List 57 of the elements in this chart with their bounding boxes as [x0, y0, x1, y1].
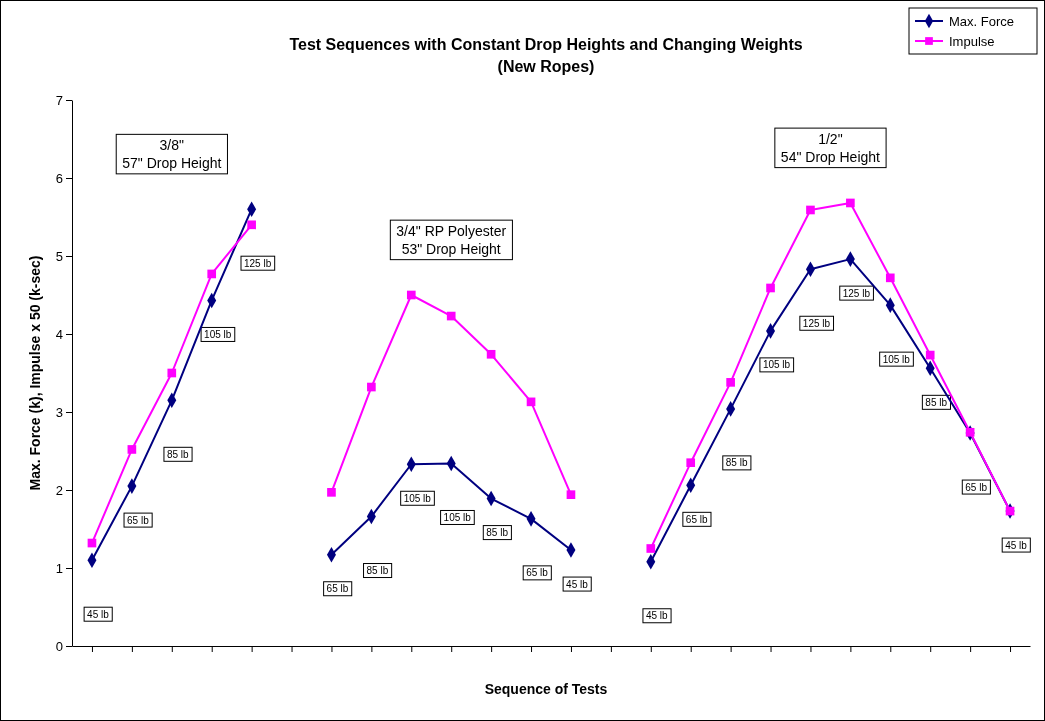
- annotation: 65 lb: [526, 567, 549, 579]
- annotation: 85 lb: [725, 457, 748, 469]
- y-tick-label: 1: [55, 560, 63, 576]
- annotation: 105 lb: [204, 328, 232, 340]
- point: [486, 349, 496, 359]
- point: [327, 488, 336, 497]
- y-tick-label: 2: [55, 482, 63, 498]
- y-axis-title: Max. Force (k), Impulse x 50 (k-sec): [27, 255, 43, 491]
- point: [885, 273, 895, 283]
- annotation: 45 lb: [87, 608, 110, 620]
- annotation: 45 lb: [645, 610, 669, 622]
- y-tick-label: 0: [55, 638, 63, 654]
- point: [367, 382, 376, 392]
- point: [726, 378, 735, 387]
- point: [247, 220, 256, 230]
- annotation: 65 lb: [685, 513, 708, 525]
- point: [127, 445, 137, 454]
- point: [686, 458, 696, 468]
- legend-label: Impulse: [949, 34, 995, 49]
- y-tick-label: 6: [55, 170, 63, 186]
- annotation: 3/8" 57" Drop Height: [122, 137, 222, 171]
- annotation: 105 lb: [403, 492, 432, 504]
- point: [806, 205, 815, 215]
- point: [446, 311, 456, 321]
- annotation: 65 lb: [965, 481, 988, 493]
- point: [846, 198, 855, 208]
- annotation: 125 lb: [802, 317, 831, 329]
- y-tick-label: 4: [55, 326, 63, 342]
- point: [766, 283, 775, 293]
- annotation: 45 lb: [566, 578, 589, 590]
- legend-label: Max. Force: [949, 14, 1015, 29]
- annotation: 85 lb: [166, 448, 190, 460]
- y-tick-label: 3: [55, 404, 63, 420]
- annotation: 105 lb: [443, 511, 472, 523]
- annotation: 65 lb: [326, 583, 349, 595]
- point: [167, 368, 177, 378]
- annotation: 45 lb: [1005, 539, 1028, 551]
- point: [566, 490, 576, 500]
- annotation: 125 lb: [842, 287, 871, 299]
- point: [406, 290, 416, 300]
- annotation: 85 lb: [366, 565, 389, 577]
- annotation: 1/2" 54" Drop Height: [780, 131, 881, 165]
- y-tick-label: 7: [55, 92, 63, 108]
- annotation: 85 lb: [925, 396, 948, 408]
- annotation: 105 lb: [882, 353, 911, 365]
- annotation: 3/4" RP Polyester 53" Drop Height: [396, 223, 507, 257]
- point: [207, 269, 217, 279]
- point: [925, 350, 935, 360]
- y-tick-label: 5: [55, 248, 63, 264]
- point: [965, 427, 975, 437]
- chart-title: Test Sequences with Constant Drop Heights and Changing Weights (New Ropes): [289, 36, 803, 75]
- annotation: 85 lb: [486, 527, 509, 539]
- annotation: 125 lb: [244, 257, 272, 269]
- x-axis-title: Sequence of Tests: [484, 681, 608, 697]
- annotation: 105 lb: [762, 359, 791, 371]
- point: [646, 544, 656, 553]
- annotation: 65 lb: [127, 514, 150, 526]
